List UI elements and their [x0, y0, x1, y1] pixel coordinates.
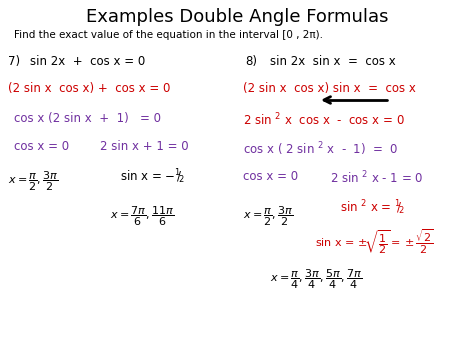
Text: sin 2x  sin x  =  cos x: sin 2x sin x = cos x [270, 55, 396, 68]
Text: cos x = 0: cos x = 0 [14, 140, 69, 153]
Text: sin x = $\pm\!\sqrt{\dfrac{1}{2}} = \pm\dfrac{\sqrt{2}}{2}$: sin x = $\pm\!\sqrt{\dfrac{1}{2}} = \pm\… [315, 228, 434, 257]
Text: cos x (2 sin x  +  1)   = 0: cos x (2 sin x + 1) = 0 [14, 112, 161, 125]
Text: $x = \dfrac{\pi}{4}, \dfrac{3\pi}{4}, \dfrac{5\pi}{4}, \dfrac{7\pi}{4}$: $x = \dfrac{\pi}{4}, \dfrac{3\pi}{4}, \d… [270, 268, 362, 291]
Text: Examples Double Angle Formulas: Examples Double Angle Formulas [86, 8, 388, 26]
Text: 8): 8) [245, 55, 257, 68]
Text: cos x ( 2 sin $^2$ x  -  1)  =  0: cos x ( 2 sin $^2$ x - 1) = 0 [243, 140, 398, 158]
Text: cos x = 0: cos x = 0 [243, 170, 298, 183]
Text: (2 sin x  cos x) +  cos x = 0: (2 sin x cos x) + cos x = 0 [8, 82, 170, 95]
Text: $x = \dfrac{\pi}{2}, \dfrac{3\pi}{2}$: $x = \dfrac{\pi}{2}, \dfrac{3\pi}{2}$ [243, 205, 293, 229]
Text: sin 2x  +  cos x = 0: sin 2x + cos x = 0 [30, 55, 145, 68]
Text: 7): 7) [8, 55, 20, 68]
Text: 2 sin x + 1 = 0: 2 sin x + 1 = 0 [100, 140, 189, 153]
Text: sin x = $-^1\!\!/\!_2$: sin x = $-^1\!\!/\!_2$ [120, 167, 185, 186]
Text: 2 sin $^2$ x - 1 = 0: 2 sin $^2$ x - 1 = 0 [330, 170, 423, 187]
Text: 2 sin $^2$ x  cos x  -  cos x = 0: 2 sin $^2$ x cos x - cos x = 0 [243, 112, 405, 129]
Text: Find the exact value of the equation in the interval [0 , 2π).: Find the exact value of the equation in … [14, 30, 323, 40]
Text: sin $^2$ x = $^1\!\!/\!_2$: sin $^2$ x = $^1\!\!/\!_2$ [340, 198, 405, 217]
Text: (2 sin x  cos x) sin x  =  cos x: (2 sin x cos x) sin x = cos x [243, 82, 416, 95]
Text: $x = \dfrac{7\pi}{6}, \dfrac{11\pi}{6}$: $x = \dfrac{7\pi}{6}, \dfrac{11\pi}{6}$ [110, 205, 174, 229]
Text: $x = \dfrac{\pi}{2}, \dfrac{3\pi}{2}$: $x = \dfrac{\pi}{2}, \dfrac{3\pi}{2}$ [8, 170, 59, 193]
